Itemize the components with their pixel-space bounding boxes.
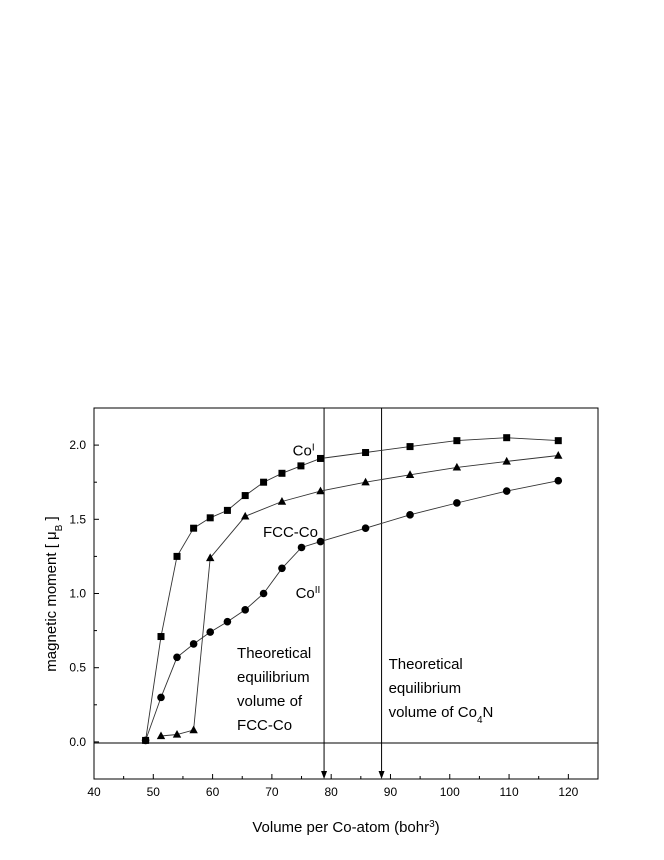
y-axis: 0.0 0.5 1.0 1.5 2.0	[69, 407, 99, 780]
data-point	[316, 486, 325, 495]
data-point	[189, 640, 198, 648]
data-point	[157, 633, 165, 641]
data-point	[554, 450, 563, 459]
data-point	[554, 437, 562, 445]
data-point	[241, 606, 249, 614]
data-point	[554, 476, 563, 485]
annotation-line: Theoretical	[389, 656, 463, 673]
series-line	[160, 455, 559, 737]
series-label: CoI	[293, 442, 315, 460]
data-point	[453, 499, 461, 507]
arrow-head-icon	[378, 771, 385, 779]
data-point	[502, 456, 511, 465]
annotation-line: volume of	[237, 693, 303, 710]
series-line	[145, 437, 559, 741]
data-point	[190, 524, 198, 532]
data-point	[141, 736, 150, 745]
data-point	[206, 514, 214, 522]
annotation-line: Theoretical	[237, 645, 311, 662]
data-point	[453, 437, 461, 445]
data-point	[241, 492, 249, 500]
annotation-line: equilibrium	[389, 680, 462, 697]
data-point	[452, 462, 462, 471]
reference-lines: Theoretical equilibrium volume of FCC-Co The…	[237, 408, 493, 779]
data-point	[173, 552, 181, 560]
y-tick-label: 0.0	[69, 735, 86, 749]
data-point	[157, 693, 165, 702]
annotation-line: volume of Co4N	[389, 704, 494, 726]
series-coii	[141, 476, 563, 745]
data-point	[223, 506, 231, 514]
x-tick-label: 120	[558, 785, 578, 799]
y-tick-label: 0.5	[69, 661, 86, 675]
data-point	[277, 496, 287, 505]
data-point	[361, 477, 370, 486]
data-point	[406, 511, 414, 519]
x-tick-label: 60	[206, 785, 220, 799]
annotation-line: FCC-Co	[237, 717, 292, 734]
data-point	[361, 524, 370, 533]
data-point	[173, 653, 181, 662]
data-point	[259, 589, 268, 598]
data-point	[503, 434, 511, 442]
data-point	[260, 478, 268, 486]
x-tick-label: 110	[499, 785, 518, 799]
data-point	[172, 729, 182, 738]
series-fcc-co	[156, 450, 563, 740]
series-label: FCC-Co	[263, 524, 318, 541]
y-tick-label: 1.0	[69, 587, 86, 601]
series-layer	[141, 434, 563, 745]
x-tick-label: 90	[384, 785, 398, 799]
data-point	[297, 543, 306, 552]
data-point	[297, 462, 305, 470]
series-label: CoII	[296, 584, 321, 602]
annotation-line: equilibrium	[237, 669, 310, 686]
y-axis-label: magnetic moment [ μB ]	[43, 516, 65, 671]
y-tick-label: 2.0	[69, 438, 86, 452]
data-point	[406, 443, 414, 451]
x-tick-label: 100	[440, 785, 460, 799]
arrow-head-icon	[321, 771, 328, 779]
data-point	[317, 454, 325, 462]
data-point	[362, 449, 370, 457]
data-point	[502, 487, 511, 495]
data-point	[241, 511, 250, 520]
y-tick-label: 1.5	[69, 512, 86, 526]
data-point	[189, 725, 198, 734]
data-point	[278, 469, 286, 477]
series-line	[145, 480, 559, 741]
data-point	[156, 731, 166, 740]
series-labels: CoI FCC-Co CoII	[263, 442, 320, 602]
series-coi	[142, 434, 562, 744]
data-point	[206, 553, 215, 562]
x-tick-label: 40	[87, 785, 101, 799]
x-tick-label: 50	[147, 785, 161, 799]
data-point	[316, 537, 325, 546]
data-point	[405, 470, 415, 478]
x-axis-label: Volume per Co-atom (bohr3)	[252, 819, 439, 837]
x-tick-label: 80	[324, 785, 338, 799]
data-point	[223, 617, 232, 626]
x-tick-label: 70	[265, 785, 279, 799]
data-point	[206, 628, 215, 636]
x-axis: 40 50 60 70 80 90 100 110 120	[87, 774, 579, 799]
data-point	[278, 564, 286, 573]
